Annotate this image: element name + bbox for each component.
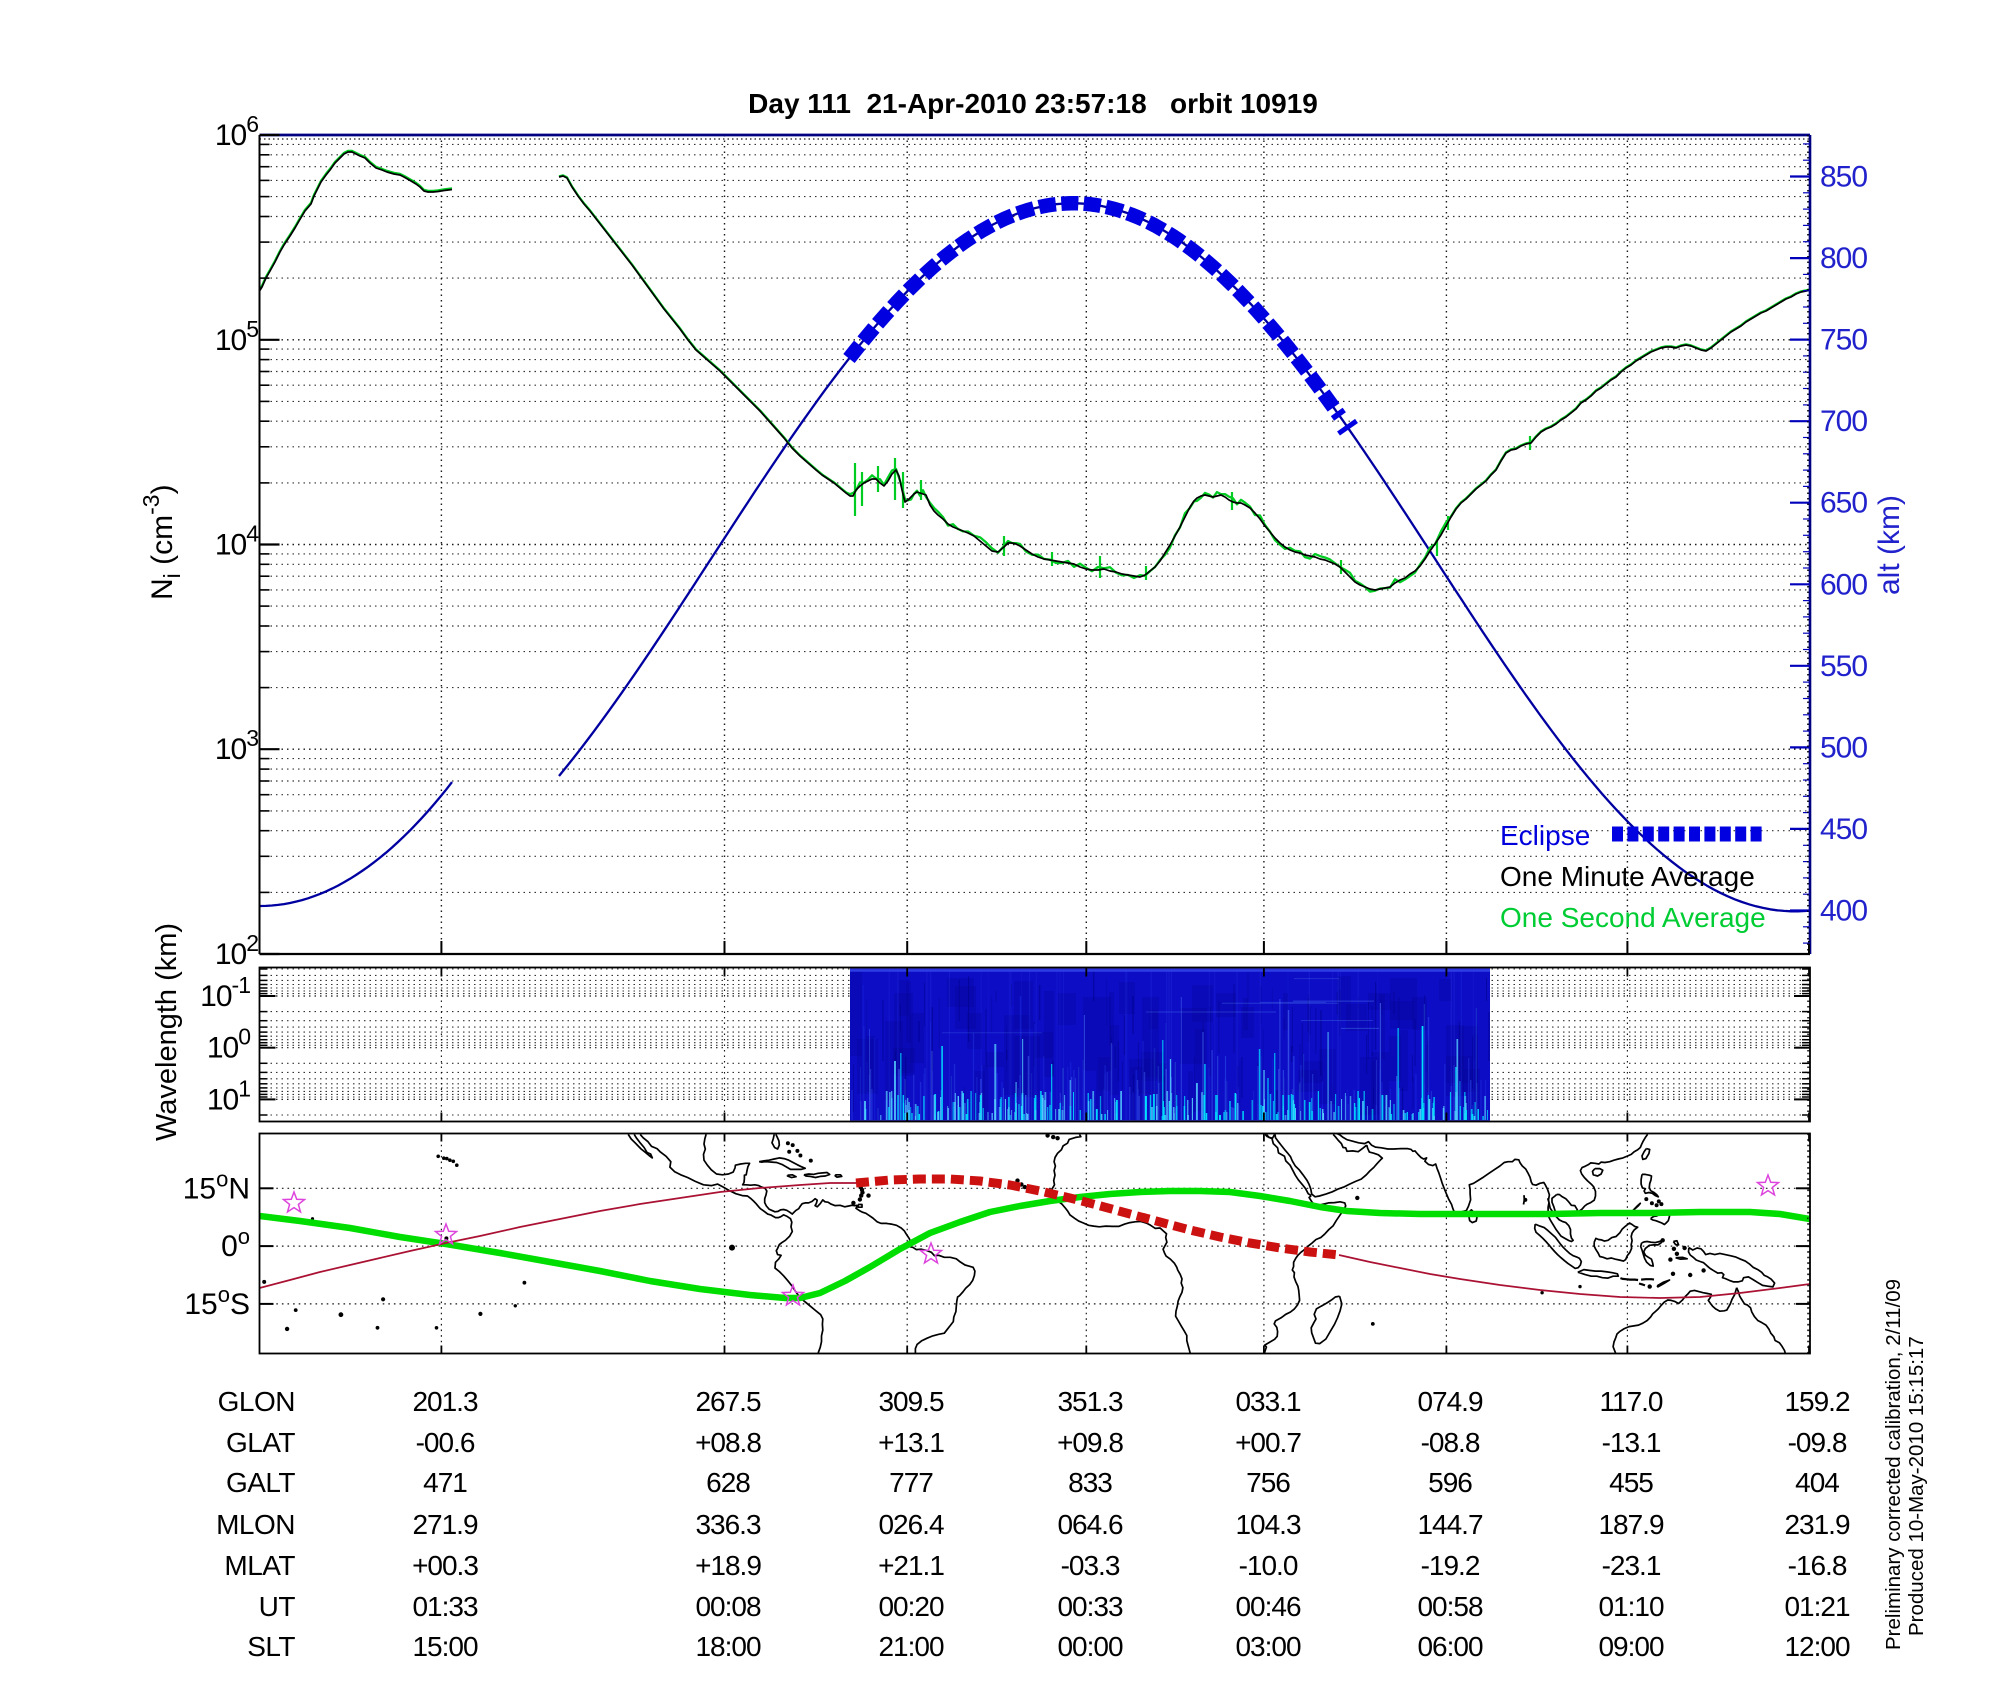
svg-text:336.3: 336.3 [695, 1509, 760, 1540]
svg-text:850: 850 [1820, 161, 1867, 194]
svg-text:-19.2: -19.2 [1421, 1550, 1480, 1581]
svg-text:15oS: 15oS [184, 1282, 250, 1321]
svg-text:+18.9: +18.9 [695, 1550, 761, 1581]
svg-text:104.3: 104.3 [1235, 1509, 1300, 1540]
svg-text:SLT: SLT [247, 1631, 295, 1662]
svg-text:+09.8: +09.8 [1057, 1427, 1123, 1458]
svg-text:074.9: 074.9 [1417, 1386, 1482, 1417]
svg-text:628: 628 [706, 1467, 750, 1498]
svg-text:One Minute Average: One Minute Average [1500, 861, 1755, 892]
svg-text:650: 650 [1820, 487, 1867, 520]
svg-text:267.5: 267.5 [695, 1386, 760, 1417]
svg-text:Eclipse: Eclipse [1500, 820, 1590, 851]
svg-text:756: 756 [1246, 1467, 1290, 1498]
svg-text:UT: UT [259, 1591, 296, 1622]
svg-text:+21.1: +21.1 [878, 1550, 944, 1581]
svg-text:MLAT: MLAT [224, 1550, 295, 1581]
svg-text:21:00: 21:00 [878, 1631, 943, 1662]
svg-text:00:00: 00:00 [1057, 1631, 1122, 1662]
svg-text:GLON: GLON [218, 1386, 295, 1417]
svg-text:15:00: 15:00 [412, 1631, 477, 1662]
svg-text:201.3: 201.3 [412, 1386, 477, 1417]
svg-text:09:00: 09:00 [1598, 1631, 1663, 1662]
svg-text:-13.1: -13.1 [1602, 1427, 1661, 1458]
svg-text:Ni (cm-3): Ni (cm-3) [138, 484, 185, 600]
svg-text:144.7: 144.7 [1417, 1509, 1482, 1540]
svg-text:596: 596 [1428, 1467, 1472, 1498]
svg-text:-23.1: -23.1 [1602, 1550, 1661, 1581]
svg-text:+08.8: +08.8 [695, 1427, 761, 1458]
svg-text:159.2: 159.2 [1784, 1386, 1849, 1417]
svg-text:400: 400 [1820, 895, 1867, 928]
svg-text:351.3: 351.3 [1057, 1386, 1122, 1417]
svg-text:117.0: 117.0 [1600, 1386, 1663, 1417]
svg-text:064.6: 064.6 [1057, 1509, 1122, 1540]
svg-text:450: 450 [1820, 813, 1867, 846]
svg-text:06:00: 06:00 [1417, 1631, 1482, 1662]
svg-text:alt (km): alt (km) [1873, 495, 1906, 595]
svg-text:455: 455 [1609, 1467, 1653, 1498]
svg-text:00:33: 00:33 [1057, 1591, 1122, 1622]
svg-text:800: 800 [1820, 242, 1867, 275]
svg-text:777: 777 [889, 1467, 933, 1498]
svg-text:One Second Average: One Second Average [1500, 902, 1766, 933]
svg-text:026.4: 026.4 [878, 1509, 943, 1540]
svg-text:-03.3: -03.3 [1061, 1550, 1120, 1581]
svg-text:-10.0: -10.0 [1239, 1550, 1298, 1581]
svg-text:033.1: 033.1 [1235, 1386, 1300, 1417]
svg-text:-16.8: -16.8 [1788, 1550, 1847, 1581]
svg-text:01:21: 01:21 [1784, 1591, 1849, 1622]
svg-text:-08.8: -08.8 [1421, 1427, 1480, 1458]
svg-text:Preliminary corrected calibrat: Preliminary corrected calibration, 2/11/… [1882, 1279, 1905, 1650]
svg-text:+00.3: +00.3 [412, 1550, 478, 1581]
svg-text:550: 550 [1820, 650, 1867, 683]
svg-text:309.5: 309.5 [878, 1386, 943, 1417]
svg-text:-00.6: -00.6 [416, 1427, 475, 1458]
svg-text:500: 500 [1820, 731, 1867, 764]
svg-text:471: 471 [423, 1467, 467, 1498]
svg-text:GALT: GALT [226, 1467, 295, 1498]
svg-text:GLAT: GLAT [226, 1427, 295, 1458]
svg-text:01:33: 01:33 [412, 1591, 477, 1622]
svg-text:750: 750 [1820, 324, 1867, 357]
svg-text:404: 404 [1795, 1467, 1839, 1498]
svg-text:271.9: 271.9 [412, 1509, 477, 1540]
svg-text:0o: 0o [221, 1224, 250, 1263]
svg-text:700: 700 [1820, 405, 1867, 438]
svg-text:00:58: 00:58 [1417, 1591, 1482, 1622]
svg-text:00:08: 00:08 [695, 1591, 760, 1622]
svg-text:MLON: MLON [216, 1509, 295, 1540]
svg-text:-09.8: -09.8 [1788, 1427, 1847, 1458]
svg-text:01:10: 01:10 [1598, 1591, 1663, 1622]
svg-text:18:00: 18:00 [695, 1631, 760, 1662]
svg-text:600: 600 [1820, 568, 1867, 601]
svg-text:Day 111 21-Apr-2010 23:57:18: Day 111 21-Apr-2010 23:57:18 orbit 10919 [748, 88, 1318, 119]
svg-text:187.9: 187.9 [1598, 1509, 1663, 1540]
svg-text:+13.1: +13.1 [878, 1427, 944, 1458]
svg-text:03:00: 03:00 [1235, 1631, 1300, 1662]
svg-text:12:00: 12:00 [1784, 1631, 1849, 1662]
svg-text:+00.7: +00.7 [1235, 1427, 1301, 1458]
svg-text:00:46: 00:46 [1235, 1591, 1300, 1622]
svg-text:Produced 10-May-2010 15:15:17: Produced 10-May-2010 15:15:17 [1905, 1336, 1928, 1636]
svg-text:Wavelength (km): Wavelength (km) [151, 923, 183, 1141]
svg-text:231.9: 231.9 [1784, 1509, 1849, 1540]
svg-text:833: 833 [1068, 1467, 1112, 1498]
svg-text:00:20: 00:20 [878, 1591, 943, 1622]
